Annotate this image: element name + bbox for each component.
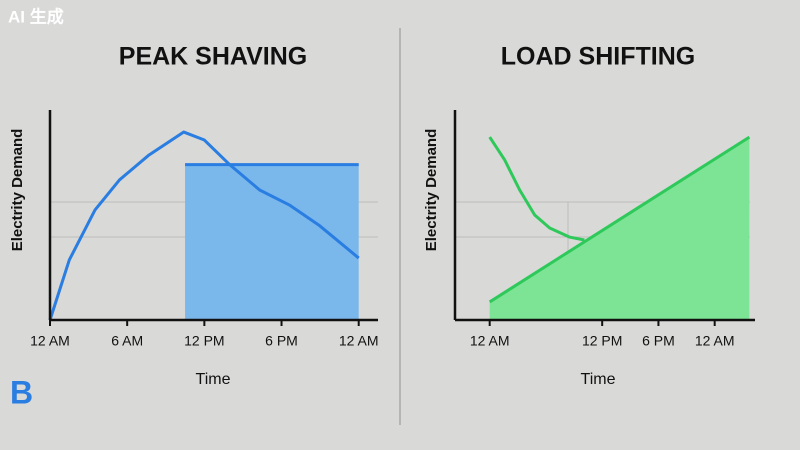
x-tick-label: 12 PM (184, 333, 224, 349)
x-tick-label: 12 AM (339, 333, 379, 349)
x-tick-label: 6 AM (111, 333, 143, 349)
panel: LOAD SHIFTING 12 AM 12 PM 6 PM 12 AM Time Elec… (423, 43, 755, 388)
x-tick-label: 6 PM (642, 333, 675, 349)
y-axis-label: Electrity Demand (423, 129, 440, 252)
logo: B (10, 374, 33, 410)
x-tick-label: 12 PM (582, 333, 622, 349)
chart-title: PEAK SHAVING (119, 43, 307, 71)
x-tick-label: 12 AM (30, 333, 70, 349)
x-axis-label: Time (196, 371, 231, 388)
x-tick-label: 6 PM (265, 333, 298, 349)
panel: PEAK SHAVING 12 AM 6 AM 12 PM 6 PM 12 AM Time E… (9, 43, 379, 389)
x-tick-label: 12 AM (470, 333, 510, 349)
y-axis-label: Electrity Demand (9, 129, 26, 252)
x-tick-label: 12 AM (695, 333, 735, 349)
x-axis-label: Time (581, 371, 616, 388)
watermark: AI 生成 (8, 6, 64, 26)
area (489, 137, 750, 320)
line (48, 130, 360, 321)
area-edge (488, 135, 751, 304)
chart-title: LOAD SHIFTING (501, 43, 695, 71)
area (185, 164, 359, 320)
line (488, 136, 585, 242)
